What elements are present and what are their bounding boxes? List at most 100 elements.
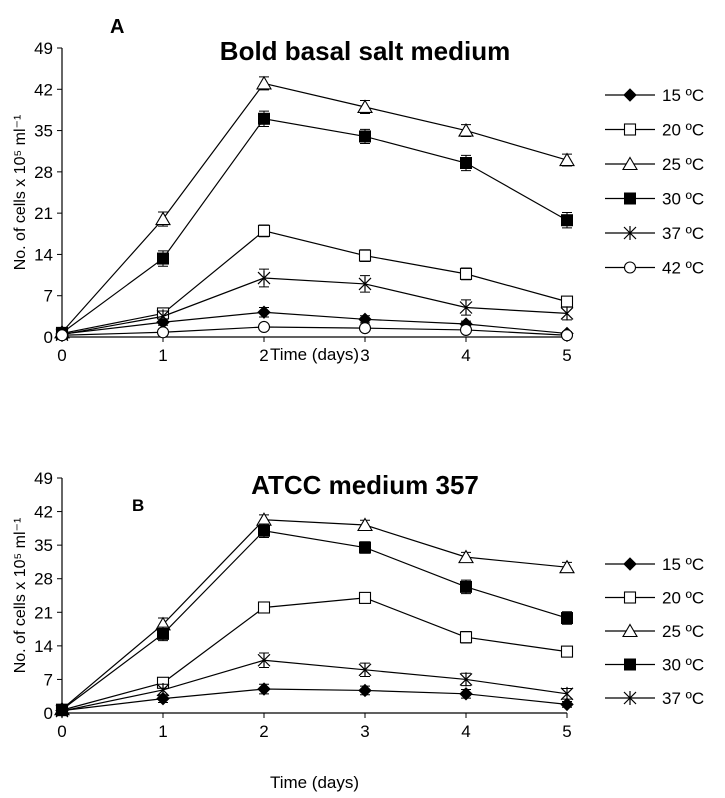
data-point [358,276,372,291]
data-point [257,653,271,668]
legend-entry: 15 ºC [605,555,704,574]
series-30c [56,110,573,339]
legend-label: 42 ºC [662,259,704,278]
data-point [560,295,574,308]
y-tick-label: 49 [34,39,53,58]
data-point [561,214,573,227]
series-line [61,82,568,333]
x-axis-label: Time (days) [270,773,359,792]
legend-marker [624,658,636,671]
data-point [55,704,69,719]
series-line [61,326,568,336]
legend-label: 37 ºC [662,689,704,708]
y-axis-label: No. of cells x 10⁵ ml⁻¹ [12,115,29,271]
legend-entry: 25 ºC [605,622,704,641]
data-point [256,75,272,90]
series-37c [55,652,574,719]
legend-entry: 25 ºC [605,155,704,174]
y-tick-label: 35 [34,536,53,555]
legend-marker [623,557,637,571]
y-tick-label: 7 [44,287,53,306]
legend-label: 15 ºC [662,86,704,105]
y-tick-label: 21 [34,603,53,622]
legend-entry: 20 ºC [605,589,704,608]
x-tick-label: 2 [259,346,268,365]
x-axis-label: Time (days) [270,345,359,364]
x-tick-label: 5 [562,346,571,365]
data-point [257,271,271,286]
chart-title: ATCC medium 357 [251,470,479,500]
data-point [157,627,169,640]
data-point [561,612,573,625]
data-point [357,99,373,114]
series-line [61,597,568,711]
data-point [458,549,474,564]
panel-label: A [110,16,124,38]
legend-marker [622,623,638,638]
legend-marker [624,192,636,205]
data-point [559,152,575,167]
y-tick-label: 21 [34,204,53,223]
x-tick-label: 1 [158,346,167,365]
data-point [257,320,271,334]
data-point [359,541,371,554]
legend-entry: 15 ºC [605,86,704,105]
data-point [458,122,474,137]
series-25c [54,512,575,716]
data-point [460,580,472,593]
x-tick-label: 1 [158,722,167,741]
legend-marker [622,156,638,171]
legend-label: 30 ºC [662,190,704,209]
legend-label: 15 ºC [662,555,704,574]
panel-label: B [132,496,144,515]
data-point [459,267,473,280]
data-point [560,697,574,712]
series-30c [56,523,573,716]
data-point [257,682,271,696]
data-point [460,157,472,170]
legend-label: 25 ºC [662,622,704,641]
data-point [358,591,372,604]
y-axis-label: No. of cells x 10⁵ ml⁻¹ [12,518,29,674]
data-point [358,322,372,335]
data-point [155,211,171,226]
legend-entry: 30 ºC [605,656,704,675]
x-tick-label: 3 [360,346,369,365]
legend-entry: 42 ºC [605,259,704,278]
chart-panel-b: B ATCC medium 357 0 7 14 21 28 35 42 49 0 1 2 3 4 5 Time… [12,469,704,792]
data-point [459,323,473,336]
y-tick-label: 0 [44,704,53,723]
x-tick-label: 0 [57,346,66,365]
chart-title: Bold basal salt medium [220,36,510,66]
legend-label: 20 ºC [662,589,704,608]
data-point [156,682,170,697]
legend-label: 30 ºC [662,656,704,675]
y-tick-label: 35 [34,122,53,141]
series-15c [55,682,574,718]
y-tick-label: 14 [34,245,53,264]
series-15c [55,305,574,341]
legend-label: 20 ºC [662,121,704,140]
data-point [257,305,271,319]
data-point [257,224,271,237]
y-tick-label: 42 [34,503,53,522]
legend-label: 25 ºC [662,155,704,174]
legend-label: 37 ºC [662,224,704,243]
x-tick-label: 5 [562,722,571,741]
y-tick-label: 28 [34,570,53,589]
x-tick-label: 2 [259,722,268,741]
data-point [560,686,574,701]
data-point [258,112,270,125]
data-point [560,645,574,658]
x-tick-label: 0 [57,722,66,741]
series-line [61,118,568,334]
legend-marker [623,123,637,136]
legend-entry: 20 ºC [605,121,704,140]
series-line [61,230,568,335]
data-point [459,687,473,701]
series-line [61,659,568,712]
series-line [61,519,568,710]
series-42c [55,320,574,342]
